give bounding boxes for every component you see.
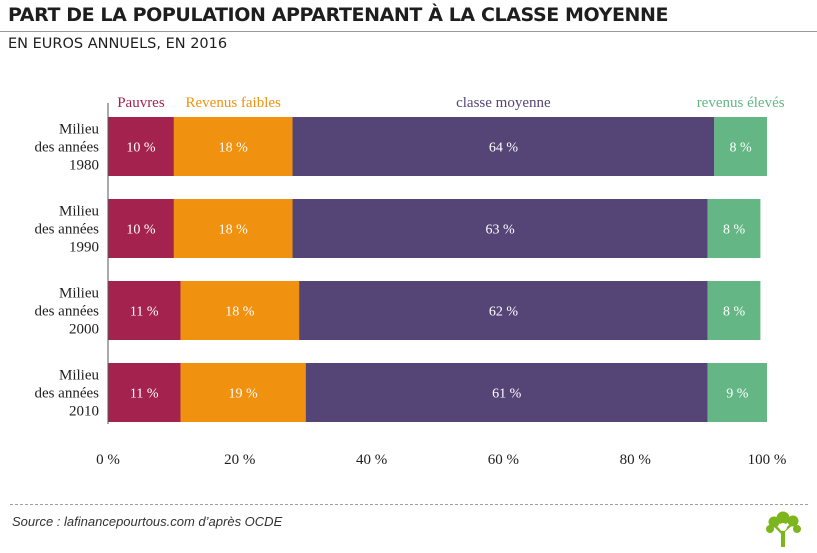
data-label: 8 % [730, 141, 753, 156]
tree-icon [764, 510, 804, 553]
data-label: 9 % [726, 387, 749, 402]
bar-segment [707, 281, 761, 340]
bar-segment [292, 199, 708, 258]
chart-title: PART DE LA POPULATION APPARTENANT À LA C… [8, 4, 669, 26]
bar-segment [108, 281, 181, 340]
category-label: 1980 [69, 158, 99, 174]
category-label: Milieu [59, 122, 99, 138]
category-label: des années [34, 386, 99, 402]
bar-segment [173, 117, 293, 176]
bar-segment [180, 281, 300, 340]
bar-segment [292, 117, 715, 176]
category-label: Milieu [59, 368, 99, 384]
data-label: 18 % [225, 305, 255, 320]
data-label: 62 % [489, 305, 519, 320]
category-label: des années [34, 304, 99, 320]
bar-segment [108, 117, 174, 176]
x-tick-label: 80 % [620, 452, 651, 468]
x-tick-label: 100 % [748, 452, 787, 468]
bar-segment [714, 117, 767, 176]
x-tick-label: 60 % [488, 452, 519, 468]
source-divider [10, 504, 808, 505]
data-label: 11 % [130, 387, 159, 402]
x-tick-label: 20 % [224, 452, 255, 468]
category-label: des années [34, 140, 99, 156]
category-label: 1990 [69, 240, 99, 256]
bar-segment [707, 199, 761, 258]
data-label: 61 % [492, 387, 522, 402]
legend-label: classe moyenne [456, 95, 551, 111]
legend-label: Pauvres [117, 95, 165, 111]
data-label: 63 % [486, 223, 516, 238]
category-label: des années [34, 222, 99, 238]
bar-segment [299, 281, 708, 340]
data-label: 8 % [723, 223, 746, 238]
title-divider [0, 31, 817, 32]
category-label: 2010 [69, 404, 99, 420]
bar-segment [707, 363, 767, 422]
chart-subtitle: EN EUROS ANNUELS, EN 2016 [8, 36, 228, 52]
data-label: 18 % [219, 141, 249, 156]
category-label: 2000 [69, 322, 99, 338]
bar-segment [173, 199, 293, 258]
source-note: Source : lafinancepourtous.com d’après O… [12, 514, 283, 529]
x-tick-label: 40 % [356, 452, 387, 468]
data-label: 18 % [219, 223, 249, 238]
bar-segment [108, 363, 181, 422]
stacked-bar-chart: 10 % 18 % 64 % 8 % Milieu des années 1980 10 % 1… [34, 95, 787, 468]
legend-label: Revenus faibles [186, 95, 282, 111]
legend-label: revenus élevés [697, 95, 785, 111]
category-label: Milieu [59, 204, 99, 220]
data-label: 19 % [229, 387, 259, 402]
category-label: Milieu [59, 286, 99, 302]
bar-segment [305, 363, 708, 422]
data-label: 10 % [126, 223, 156, 238]
data-label: 11 % [130, 305, 159, 320]
bar-segment [180, 363, 306, 422]
bar-segment [108, 199, 174, 258]
x-tick-label: 0 % [96, 452, 120, 468]
data-label: 10 % [126, 141, 156, 156]
data-label: 64 % [489, 141, 519, 156]
data-label: 8 % [723, 305, 746, 320]
